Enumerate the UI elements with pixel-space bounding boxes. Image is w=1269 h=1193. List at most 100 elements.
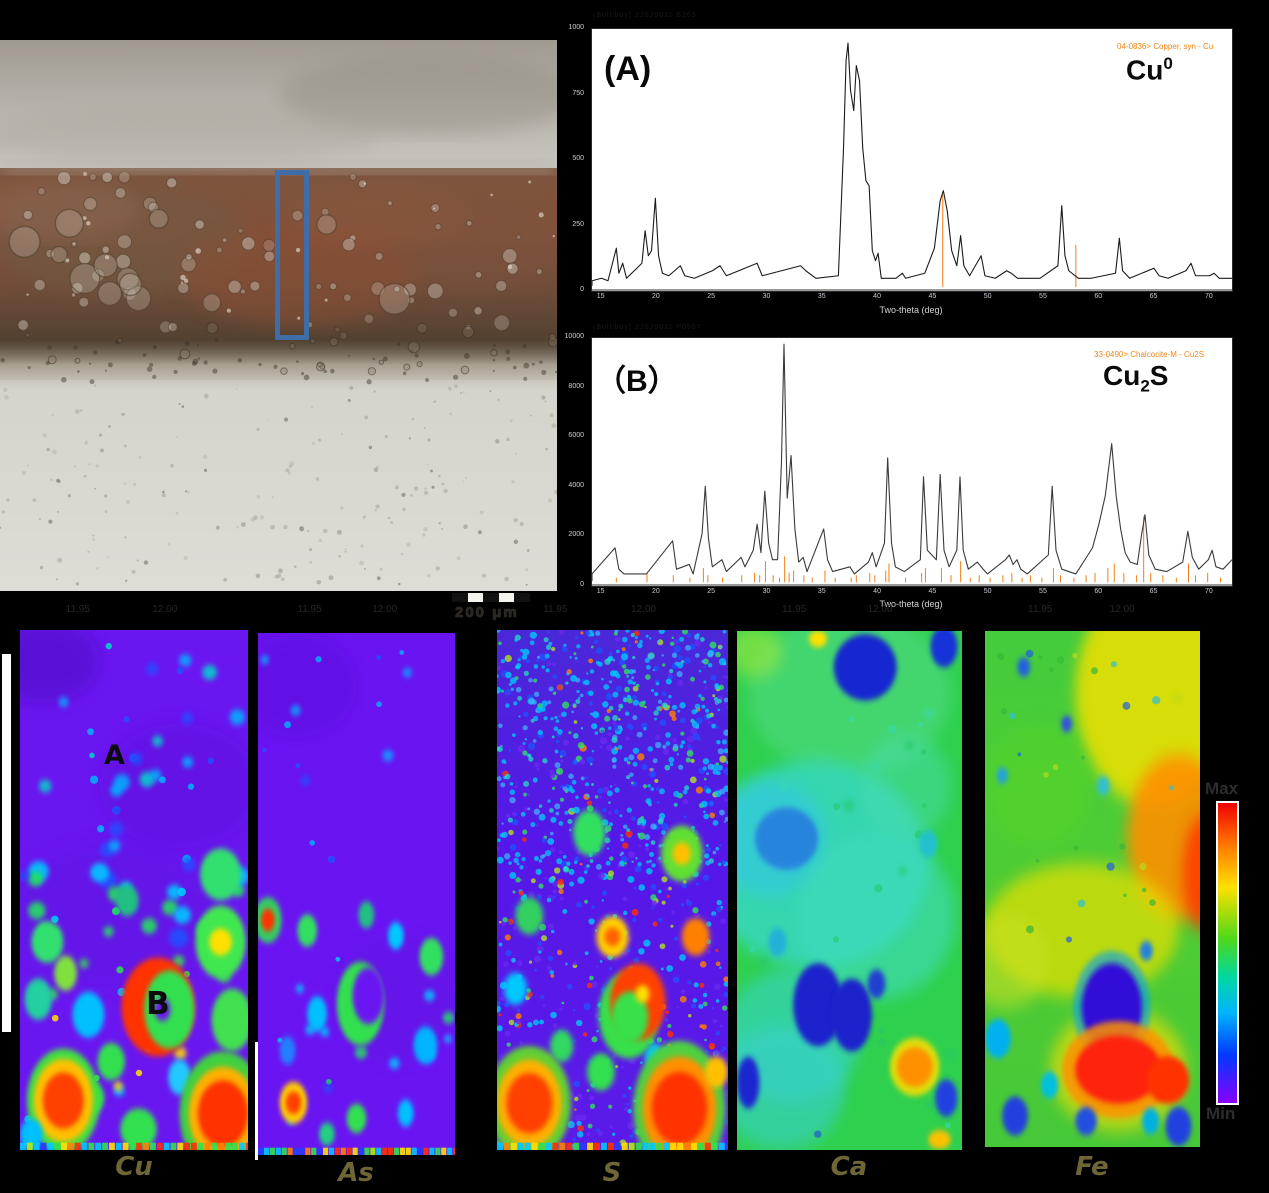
xrd-b-x-axis: 15 20 25 30 35 40 45 50 55 60 65 70 (591, 588, 1231, 598)
x-tick-label: 60 (1094, 293, 1103, 300)
eds-map-as (258, 633, 455, 1155)
x-tick-label: 45 (928, 588, 937, 595)
x-tick-label: 35 (817, 588, 826, 595)
x-tick-label: 65 (1149, 293, 1158, 300)
eds-map-ca (737, 631, 962, 1150)
map-faint-header: 12.00 (152, 604, 178, 615)
x-tick-label: 20 (651, 588, 660, 595)
y-tick-label: 2000 (568, 531, 584, 539)
x-tick-label: 25 (707, 588, 716, 595)
x-tick-label: 60 (1094, 588, 1103, 595)
eds-map-s (497, 630, 728, 1150)
eds-map-fe-image (985, 631, 1200, 1147)
map-faint-header: 12.00 (1109, 604, 1135, 615)
map-divider-line (255, 1042, 258, 1160)
xrd-b-reference-card: 33-0490> Chalcocite-M - Cu2S (1094, 350, 1205, 359)
xrd-b-plot (591, 337, 1233, 587)
colorbar-min-label: Min (1206, 1104, 1236, 1123)
map-faint-header: 11.95 (782, 604, 807, 615)
y-tick-label: 10000 (564, 333, 584, 340)
x-tick-label: 40 (873, 293, 881, 300)
map-label-s: S (602, 1158, 622, 1188)
y-tick-label: 750 (572, 89, 584, 97)
map-faint-header: 11.95 (65, 604, 90, 615)
x-tick-label: 40 (873, 588, 881, 595)
map-faint-header: 12.00 (630, 604, 656, 615)
x-tick-label: 50 (983, 588, 992, 595)
annotation-a: A (104, 740, 125, 771)
scale-bar-segment (452, 593, 468, 602)
x-tick-label: 70 (1204, 588, 1213, 595)
xrd-a-x-axis: 15 20 25 30 35 40 45 50 55 60 65 70 (591, 293, 1231, 303)
x-tick-label: 35 (817, 293, 826, 300)
y-tick-label: 4000 (568, 481, 584, 489)
phase-a-base: Cu (1126, 54, 1164, 86)
eds-map-cu (20, 630, 248, 1150)
panel-a-label: (A) (604, 50, 652, 88)
scale-bar-segment (467, 593, 484, 602)
eds-map-cu-image (20, 630, 248, 1150)
xrd-a-header-text: (Bolliboy) 236J0011 B269 (593, 12, 697, 19)
x-tick-label: 30 (762, 293, 771, 300)
y-tick-label: 8000 (568, 382, 584, 390)
eds-map-fe (985, 631, 1200, 1147)
eds-map-s-image (497, 630, 728, 1150)
x-tick-label: 70 (1204, 293, 1213, 300)
micrograph-image (0, 40, 557, 591)
scale-bar-segment (483, 593, 499, 602)
x-tick-label: 45 (928, 293, 937, 300)
map-faint-header: 11.95 (297, 604, 322, 615)
scale-bar-segment (514, 593, 530, 602)
map-faint-header: 12.00 (372, 604, 398, 615)
xrd-b-y-axis: 10000 8000 6000 4000 2000 0 (556, 333, 586, 588)
map-scale-bar (2, 654, 11, 1032)
x-tick-label: 50 (983, 293, 992, 300)
phase-b-sub: 2 (1140, 376, 1150, 396)
eds-map-ca-image (737, 631, 962, 1150)
xrd-b-x-axis-title: Two-theta (deg) (879, 599, 943, 609)
xrd-a-x-axis-title: Two-theta (deg) (879, 305, 943, 315)
map-label-cu: Cu (115, 1152, 153, 1182)
xrd-b-trace (592, 338, 1232, 586)
x-tick-label: 25 (707, 293, 716, 300)
phase-label-cu2s: Cu2S (1103, 360, 1168, 397)
phase-b-post: S (1149, 360, 1169, 391)
y-tick-label: 0 (580, 581, 584, 588)
phase-a-sup: 0 (1163, 54, 1173, 73)
map-faint-header: 12.00 (867, 604, 893, 615)
xrd-a-plot (591, 28, 1233, 292)
xrd-b-header-text: (Bolliboy) 236J0011 P0967 (593, 324, 702, 331)
x-tick-label: 65 (1149, 588, 1158, 595)
x-tick-label: 15 (596, 293, 605, 300)
colorbar-max-label: Max (1205, 779, 1239, 798)
eds-map-as-image (258, 633, 455, 1155)
phase-label-cu: Cu0 (1126, 54, 1173, 86)
y-tick-label: 1000 (568, 24, 584, 31)
x-tick-label: 30 (762, 588, 771, 595)
x-tick-label: 15 (596, 588, 605, 595)
x-tick-label: 55 (1039, 293, 1047, 300)
analysis-region-box (275, 170, 309, 340)
map-faint-header: 11.95 (1028, 604, 1053, 615)
y-tick-label: 6000 (568, 432, 584, 440)
scale-bar-segment (498, 593, 515, 602)
panel-b-label: （B） (596, 365, 678, 398)
xrd-a-reference-card: 04-0836> Copper, syn - Cu (1117, 42, 1214, 51)
map-label-ca: Ca (830, 1152, 868, 1182)
map-faint-header: 11.95 (543, 604, 568, 615)
scale-bar (452, 593, 530, 602)
x-tick-label: 20 (651, 293, 660, 300)
y-tick-label: 0 (580, 286, 584, 293)
colorbar (1216, 801, 1239, 1105)
y-tick-label: 250 (572, 220, 584, 228)
annotation-b: B (146, 986, 170, 1022)
y-tick-label: 500 (572, 155, 584, 162)
xrd-a-trace (592, 29, 1232, 291)
map-label-fe: Fe (1075, 1152, 1109, 1182)
x-tick-label: 55 (1039, 588, 1047, 595)
scale-bar-label: 200 μm (455, 604, 519, 621)
phase-b-pre: Cu (1103, 360, 1141, 391)
optical-micrograph (0, 40, 557, 591)
map-label-as: As (338, 1158, 374, 1188)
